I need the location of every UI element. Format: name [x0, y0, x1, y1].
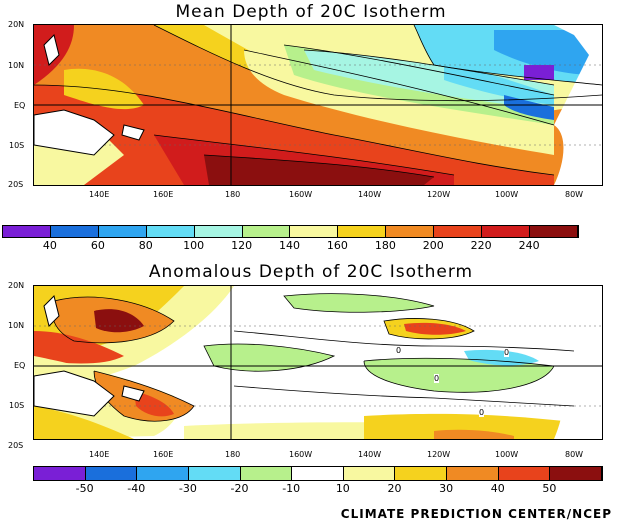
- mean-depth-colorbar: [2, 225, 579, 238]
- lat-label: 20N: [8, 281, 25, 290]
- lat-label: 10S: [9, 141, 25, 150]
- anomaly-depth-title: Anomalous Depth of 20C Isotherm: [148, 262, 474, 282]
- lat-label: 20S: [8, 441, 24, 450]
- lon-label: 80W: [565, 450, 584, 459]
- lat-label: 10N: [8, 61, 25, 70]
- anomaly-depth-colorbar: [33, 466, 603, 481]
- lat-label: 20N: [8, 20, 25, 29]
- contour-label: 0: [479, 408, 485, 417]
- colorbar-label: -30: [178, 482, 197, 495]
- colorbar-label: 100: [183, 239, 205, 252]
- lon-label: 180: [225, 190, 241, 199]
- colorbar-label: -20: [230, 482, 249, 495]
- colorbar-label: 160: [326, 239, 348, 252]
- colorbar-label: 30: [439, 482, 454, 495]
- colorbar-label: 80: [138, 239, 153, 252]
- lon-label: 140E: [89, 190, 110, 199]
- colorbar-label: 180: [374, 239, 396, 252]
- lon-label: 160E: [153, 190, 174, 199]
- colorbar-label: 240: [518, 239, 540, 252]
- mean-depth-title: Mean Depth of 20C Isotherm: [175, 2, 447, 22]
- lon-label: 80W: [565, 190, 584, 199]
- credit-text: CLIMATE PREDICTION CENTER/NCEP: [340, 507, 612, 521]
- contour-label: 0: [396, 346, 402, 355]
- lon-label: 120W: [427, 190, 451, 199]
- colorbar-swatch: [482, 226, 530, 237]
- contour-label: 0: [504, 348, 510, 357]
- colorbar-swatch: [529, 226, 578, 237]
- colorbar-swatch: [188, 467, 241, 480]
- colorbar-label: 220: [470, 239, 492, 252]
- colorbar-label: -10: [282, 482, 301, 495]
- colorbar-swatch: [85, 467, 138, 480]
- colorbar-label: 50: [542, 482, 557, 495]
- colorbar-swatch: [242, 226, 291, 237]
- lon-label: 140W: [358, 190, 382, 199]
- lon-label: 160E: [153, 450, 174, 459]
- colorbar-label: 60: [90, 239, 105, 252]
- colorbar-swatch: [395, 467, 447, 480]
- colorbar-label: 40: [42, 239, 57, 252]
- colorbar-label: -50: [75, 482, 94, 495]
- mean-depth-map: [33, 24, 603, 186]
- lon-label: 100W: [495, 190, 519, 199]
- lon-label: 160W: [289, 450, 313, 459]
- colorbar-swatch: [50, 226, 99, 237]
- colorbar-label: 140: [279, 239, 300, 252]
- lon-label: 180: [225, 450, 241, 459]
- colorbar-swatch: [194, 226, 243, 237]
- colorbar-swatch: [343, 467, 396, 480]
- colorbar-swatch: [498, 467, 551, 480]
- colorbar-swatch: [290, 226, 339, 237]
- contour-label: 0: [434, 374, 440, 383]
- colorbar-label: 120: [231, 239, 253, 252]
- colorbar-label: -40: [127, 482, 146, 495]
- colorbar-swatch: [34, 467, 86, 480]
- colorbar-label: 20: [387, 482, 402, 495]
- colorbar-swatch: [98, 226, 147, 237]
- colorbar-swatch: [447, 467, 499, 480]
- colorbar-label: 200: [422, 239, 444, 252]
- colorbar-swatch: [338, 226, 387, 237]
- colorbar-swatch: [146, 226, 195, 237]
- lon-label: 120W: [427, 450, 451, 459]
- lat-label: 10S: [9, 401, 25, 410]
- lat-label: EQ: [14, 361, 26, 370]
- colorbar-label: 40: [490, 482, 505, 495]
- colorbar-swatch: [292, 467, 344, 480]
- colorbar-swatch: [386, 226, 435, 237]
- colorbar-swatch: [550, 467, 602, 480]
- colorbar-swatch: [240, 467, 293, 480]
- lon-label: 140W: [358, 450, 382, 459]
- lon-label: 140E: [89, 450, 110, 459]
- colorbar-swatch: [3, 226, 51, 237]
- lon-label: 160W: [289, 190, 313, 199]
- lon-label: 100W: [495, 450, 519, 459]
- lat-label: EQ: [14, 101, 26, 110]
- lat-label: 10N: [8, 321, 25, 330]
- colorbar-swatch: [434, 226, 483, 237]
- anomaly-depth-map: 0 0 0 0: [33, 285, 603, 440]
- colorbar-label: 10: [335, 482, 350, 495]
- lat-label: 20S: [8, 180, 24, 189]
- colorbar-swatch: [137, 467, 189, 480]
